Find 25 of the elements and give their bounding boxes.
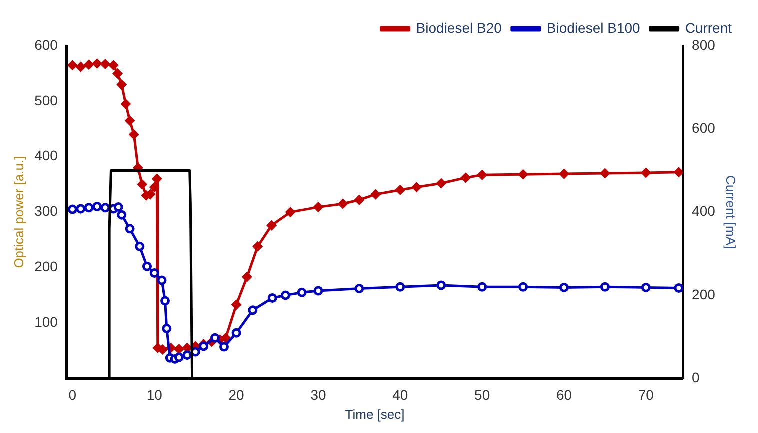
y2-tick-label: 400 [692,203,716,220]
x-tick-label: 60 [556,386,572,403]
y-tick-label: 100 [34,314,58,330]
y2-tick-label: 200 [692,286,716,302]
y-axis-title: Optical power [a.u.] [11,156,26,268]
y-tick-label: 300 [34,203,58,220]
y-tick-label: 600 [34,36,58,53]
y2-tick-label: 800 [692,36,716,53]
legend-label: Biodiesel B100 [546,20,641,36]
y2-tick-label: 600 [692,120,716,136]
y2-tick-label: 0 [692,369,700,386]
x-axis-title: Time [sec] [345,406,405,422]
x-tick-label: 40 [392,386,408,403]
y-tick-label: 500 [34,92,58,108]
y-tick-label: 400 [34,148,58,164]
x-tick-label: 50 [474,386,490,403]
legend-label: Biodiesel B20 [416,20,502,36]
x-tick-label: 0 [68,386,77,403]
x-tick-label: 70 [638,386,654,403]
x-tick-label: 30 [310,386,326,403]
x-tick-label: 20 [228,386,245,403]
y2-axis-title: Current [mA] [724,175,739,250]
y-tick-label: 200 [34,258,58,275]
x-tick-label: 10 [146,386,163,403]
legend-label: Current [685,20,732,36]
